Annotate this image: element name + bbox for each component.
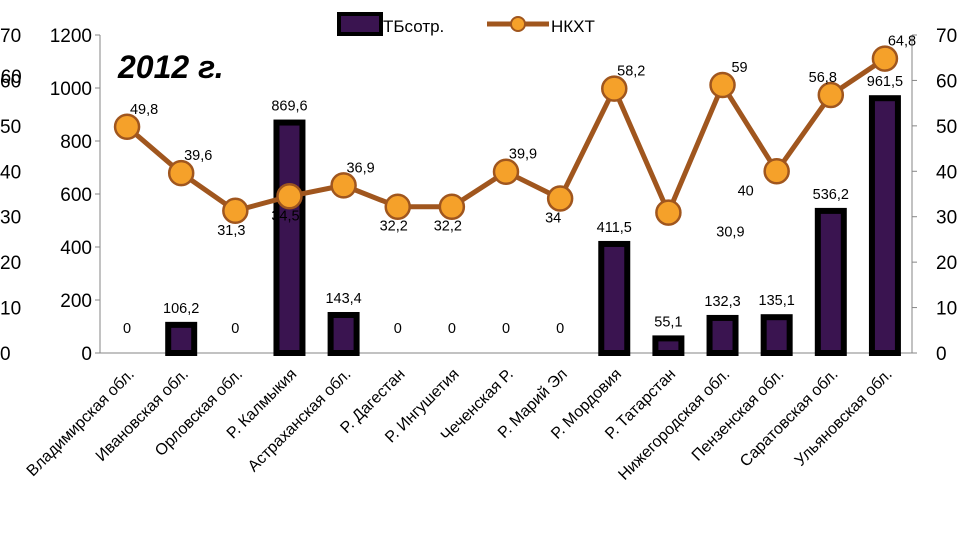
line-value-label: 40 [738,183,754,199]
data-labels: 0 106,2 0 869,6 143,4 0 0 0 0 411,5 55,1 132,3 135,1… [123,34,916,337]
bar-value-label: 106,2 [163,301,199,317]
legend-line-marker [510,16,526,32]
left-overlay-tick-label: 60 [0,71,21,92]
left-overlay-tick-label: 30 [0,208,21,229]
line-value-label: 31,3 [217,223,245,239]
line-point [167,159,195,187]
line-point [655,199,682,226]
line-point [330,172,357,199]
bar-value-label: 0 [556,321,564,337]
stray-label: 160 [0,67,22,88]
legend-bar-label: ТБсотр. [383,17,444,36]
left-overlay-tick-label: 10 [0,299,21,320]
bar-value-label: 869,6 [271,99,307,115]
line-path [125,56,887,216]
line-series [113,45,899,226]
bar [598,240,631,356]
line-point [438,193,466,220]
left-overlay-tick-label: 0 [0,344,11,365]
bar-value-label: 55,1 [654,314,682,330]
line-value-label: 59 [731,60,747,76]
bar-value-label: 0 [448,321,456,337]
line-point [601,75,628,102]
line-point [546,185,574,212]
line-value-label: 49,8 [130,102,158,118]
bar [165,321,198,356]
bar-value-label: 0 [231,321,239,337]
line-point [492,158,520,185]
category-labels: Владимирская обл.Ивановская обл.Орловска… [24,366,896,484]
left-overlay-tick-label: 20 [0,253,21,274]
right-tick-label: 70 [936,26,957,47]
right-tick-label: 0 [936,344,947,365]
line-value-label: 58,2 [617,64,645,80]
left-tick-label: 0 [81,344,92,365]
right-tick-label: 50 [936,117,957,138]
line-value-label: 34,5 [271,208,299,224]
line-value-label: 56,8 [809,70,837,86]
chart-title: 2012 г. [117,49,224,85]
bar [814,207,847,356]
left-tick-label: 600 [60,185,92,206]
bar-value-label: 132,3 [704,294,740,310]
line-value-label: 32,2 [434,219,462,235]
right-tick-label: 10 [936,299,957,320]
bar-value-label: 143,4 [325,291,361,307]
left-tick-label: 1200 [50,26,92,47]
bar-value-label: 411,5 [597,220,632,236]
line-point [871,45,899,72]
line-point [276,183,303,210]
bar-value-label: 0 [123,321,131,337]
left-overlay-tick-label: 70 [0,26,21,47]
bar [760,314,793,356]
left-overlay-tick-label: 50 [0,117,21,138]
line-point [817,81,845,109]
right-tick-label: 30 [936,208,957,229]
line-point [384,193,411,220]
left-tick-label: 800 [60,132,92,153]
right-axis: 0 10 20 30 40 50 60 70 [911,26,957,365]
line-value-label: 34 [545,211,561,227]
bar [868,95,901,356]
line-point [222,197,249,225]
legend: ТБсотр. НКХТ [337,12,595,36]
line-value-label: 39,6 [184,148,212,164]
bar [706,314,739,356]
left-tick-label: 200 [60,291,92,312]
right-tick-label: 20 [936,253,957,274]
right-tick-label: 40 [936,162,957,183]
line-value-label: 36,9 [346,160,374,176]
bar [273,119,306,356]
line-value-label: 32,2 [380,219,408,235]
category-label: Саратовская обл. [737,366,842,471]
line-point [763,158,790,185]
left-axis: 020040060080010001200010203040506070160 [0,26,912,365]
line-point [709,71,736,99]
right-tick-label: 60 [936,71,957,92]
bar [652,335,685,356]
category-label: Ивановская обл. [93,366,192,465]
line-value-label: 39,9 [509,147,537,163]
bar [327,311,360,356]
legend-bar-swatch [337,12,383,36]
bar-series [165,95,901,356]
category-label: Владимирская обл. [24,366,138,480]
category-label: Астраханская обл. [245,366,354,475]
bar-value-label: 135,1 [759,293,795,309]
left-tick-label: 1000 [50,79,92,100]
bar-value-label: 0 [394,321,402,337]
bar-value-label: 961,5 [867,74,903,90]
line-value-label: 64,8 [888,34,916,50]
left-overlay-tick-label: 40 [0,162,21,183]
line-point [113,113,141,141]
category-label: Пензенская обл. [689,366,788,465]
left-tick-label: 400 [60,238,92,259]
line-value-label: 30,9 [716,225,744,241]
bar-value-label: 536,2 [813,187,849,203]
category-label: Ульяновская обл. [792,366,896,470]
legend-line-label: НКХТ [551,17,595,36]
bar-value-label: 0 [502,321,510,337]
